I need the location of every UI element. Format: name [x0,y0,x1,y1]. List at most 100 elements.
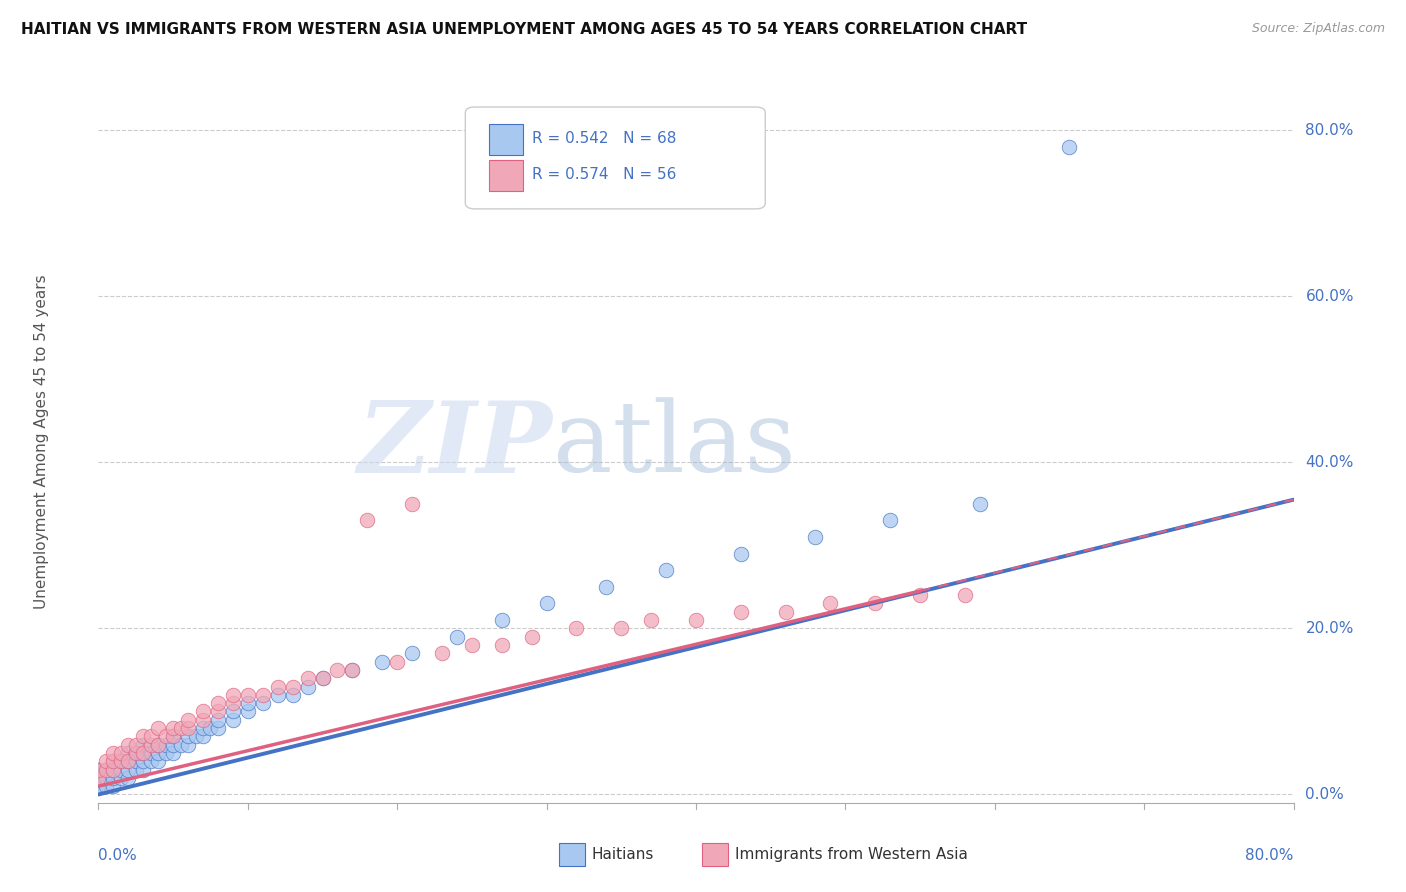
Point [110,754,132,768]
Point [908,588,931,602]
Bar [702,843,728,866]
Point [236,688,259,702]
Point [446,630,468,644]
Point [125,754,148,768]
Point [103,779,125,793]
Point [117,746,139,760]
Point [103,763,125,777]
Point [640,613,662,627]
Point [191,713,214,727]
Point [385,655,409,669]
Point [132,746,155,760]
Point [491,638,513,652]
Point [87,771,110,785]
Point [155,730,177,744]
Point [342,663,364,677]
Point [820,597,842,611]
Point [139,754,162,768]
Point [401,497,423,511]
Point [595,580,617,594]
Point [177,721,200,735]
Point [775,605,797,619]
Point [252,696,274,710]
Text: 0.0%: 0.0% [1306,787,1344,802]
Point [969,497,991,511]
Point [103,746,125,760]
Point [222,705,245,719]
Point [177,730,200,744]
Point [162,721,184,735]
Point [132,746,155,760]
Text: Immigrants from Western Asia: Immigrants from Western Asia [735,847,969,863]
Point [222,713,245,727]
Point [125,738,148,752]
Point [536,597,558,611]
Point [267,688,290,702]
Text: R = 0.574   N = 56: R = 0.574 N = 56 [533,168,676,183]
Point [117,754,139,768]
Point [169,721,191,735]
Text: Unemployment Among Ages 45 to 54 years: Unemployment Among Ages 45 to 54 years [34,274,49,609]
Point [87,763,110,777]
Point [200,721,222,735]
Point [953,588,976,602]
Point [148,738,170,752]
Point [236,696,259,710]
Text: 80.0%: 80.0% [1306,122,1354,137]
Point [103,771,125,785]
Point [148,721,170,735]
Text: R = 0.542   N = 68: R = 0.542 N = 68 [533,131,676,146]
Point [401,646,423,660]
Point [252,688,274,702]
Point [207,696,229,710]
Point [191,730,214,744]
Bar [558,843,585,866]
Point [162,738,184,752]
Point [1059,139,1081,153]
Point [207,713,229,727]
Point [207,705,229,719]
Point [461,638,484,652]
Point [281,680,304,694]
Point [94,771,117,785]
Point [730,547,752,561]
Point [162,746,184,760]
Point [94,779,117,793]
Point [162,730,184,744]
Text: ZIP: ZIP [357,397,553,493]
Point [125,746,148,760]
Point [297,680,319,694]
Point [94,763,117,777]
Point [132,730,155,744]
Point [311,671,333,685]
Point [520,630,543,644]
Point [207,721,229,735]
Point [222,696,245,710]
Point [117,754,139,768]
Point [169,738,191,752]
Text: HAITIAN VS IMMIGRANTS FROM WESTERN ASIA UNEMPLOYMENT AMONG AGES 45 TO 54 YEARS C: HAITIAN VS IMMIGRANTS FROM WESTERN ASIA … [21,22,1028,37]
Point [110,763,132,777]
Point [655,563,678,577]
Point [267,680,290,694]
Text: 20.0%: 20.0% [1306,621,1354,636]
Point [103,754,125,768]
Point [191,705,214,719]
Point [155,738,177,752]
Point [87,763,110,777]
Point [356,513,378,527]
Point [236,705,259,719]
Text: 80.0%: 80.0% [1246,848,1294,863]
Point [342,663,364,677]
Point [87,771,110,785]
Point [184,730,207,744]
Point [491,613,513,627]
Point [103,763,125,777]
Point [87,779,110,793]
Point [222,688,245,702]
Point [110,771,132,785]
Point [87,779,110,793]
Text: 60.0%: 60.0% [1306,289,1354,303]
Point [177,738,200,752]
Point [371,655,394,669]
